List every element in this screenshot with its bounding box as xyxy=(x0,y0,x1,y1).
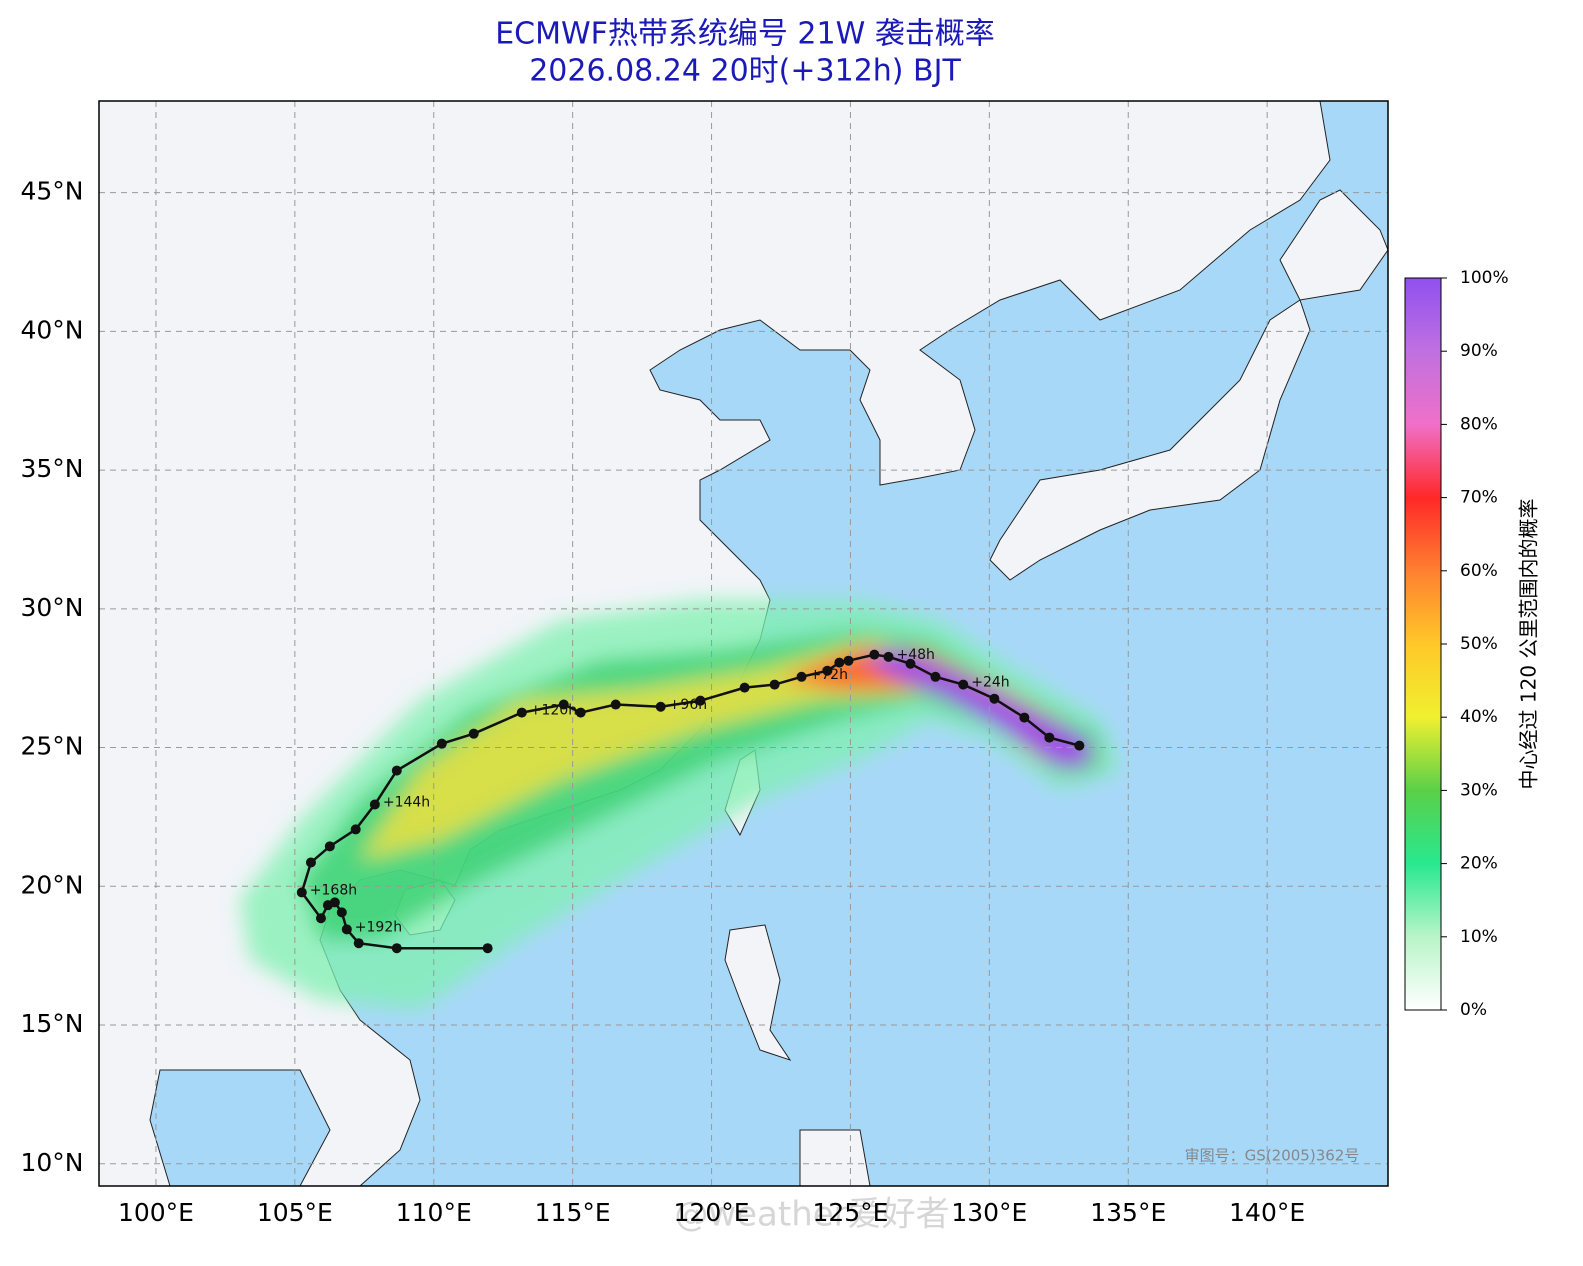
subtitle: 2026.08.24 20时(+312h) BJT xyxy=(529,54,961,89)
track-point xyxy=(436,738,447,749)
track: +24h +48h +72h +96h +120h +144h +168h +192h xyxy=(296,647,1085,954)
track-point xyxy=(305,857,316,868)
y-tick-label: 35°N xyxy=(20,454,83,483)
japan xyxy=(989,299,1311,581)
track-point xyxy=(482,943,493,954)
y-tick-label: 45°N xyxy=(20,177,83,206)
track-point xyxy=(296,887,307,898)
track-point xyxy=(610,699,621,710)
colorbar-tick-label: 90% xyxy=(1460,341,1498,361)
x-tick-label: 135°E xyxy=(1090,1198,1166,1227)
map: +24h +48h +72h +96h +120h +144h +168h +192h xyxy=(99,101,1388,1186)
track-point xyxy=(822,665,833,676)
x-tick-label: 125°E xyxy=(812,1198,888,1227)
track-point xyxy=(391,943,402,954)
track-point xyxy=(391,765,402,776)
track-point xyxy=(329,897,340,908)
track-point xyxy=(869,649,880,660)
y-tick-label: 15°N xyxy=(20,1009,83,1038)
colorbar-tick-label: 50% xyxy=(1460,634,1498,654)
track-point xyxy=(468,728,479,739)
credit: 审图号：GS(2005)362号 xyxy=(1185,1147,1360,1165)
y-tick-label: 30°N xyxy=(20,593,83,622)
title: ECMWF热带系统编号 21W 袭击概率 xyxy=(495,17,995,52)
point-label: +192h xyxy=(355,919,402,935)
track-point xyxy=(1019,712,1030,723)
plot-frame xyxy=(98,100,1389,1187)
track-point xyxy=(769,679,780,690)
x-tick-label: 115°E xyxy=(535,1198,611,1227)
point-label: +96h xyxy=(669,697,707,713)
track-point xyxy=(336,907,347,918)
track-point xyxy=(1044,732,1055,743)
point-label: +120h xyxy=(530,703,577,719)
colorbar-tick-label: 70% xyxy=(1460,488,1498,508)
colorbar-tick-label: 20% xyxy=(1460,854,1498,874)
gulf xyxy=(149,1069,331,1186)
track-point xyxy=(883,651,894,662)
track-point xyxy=(1074,740,1085,751)
x-tick-label: 140°E xyxy=(1229,1198,1305,1227)
track-point xyxy=(324,841,335,852)
colorbar-tick-label: 80% xyxy=(1460,414,1498,434)
colorbar xyxy=(1404,277,1442,1011)
point-label: +72h xyxy=(810,667,848,683)
colorbar-label: 中心经过 120 公里范围内的概率 xyxy=(1517,499,1541,790)
grid xyxy=(99,101,1388,1186)
axes: 100°E 105°E 110°E 115°E 120°E 125°E 130°E 135°E… xyxy=(20,177,1508,1227)
track-point xyxy=(695,695,706,706)
track-point xyxy=(575,707,586,718)
x-tick-label: 105°E xyxy=(257,1198,333,1227)
track-point xyxy=(989,693,1000,704)
y-tick-label: 20°N xyxy=(20,870,83,899)
x-tick-label: 100°E xyxy=(118,1198,194,1227)
track-point xyxy=(516,707,527,718)
track-point xyxy=(369,799,380,810)
colorbar-tick-label: 0% xyxy=(1460,1000,1487,1020)
point-label: +24h xyxy=(971,675,1009,691)
track-point xyxy=(350,824,361,835)
y-tick-label: 25°N xyxy=(20,732,83,761)
y-tick-label: 10°N xyxy=(20,1148,83,1177)
probability-swath xyxy=(240,600,1120,1010)
colorbar-tick-label: 10% xyxy=(1460,927,1498,947)
track-point xyxy=(905,658,916,669)
track-point xyxy=(353,938,364,949)
track-point xyxy=(558,699,569,710)
hokkaido xyxy=(1279,189,1388,301)
x-tick-label: 120°E xyxy=(674,1198,750,1227)
luzon xyxy=(724,924,792,1061)
track-point xyxy=(796,671,807,682)
track-point xyxy=(834,657,845,668)
track-point xyxy=(958,679,969,690)
track-point xyxy=(655,701,666,712)
colorbar-tick-label: 40% xyxy=(1460,707,1498,727)
track-point xyxy=(843,655,854,666)
y-tick-label: 40°N xyxy=(20,315,83,344)
track-point xyxy=(315,913,326,924)
x-tick-label: 130°E xyxy=(951,1198,1027,1227)
x-tick-label: 110°E xyxy=(396,1198,472,1227)
point-label: +48h xyxy=(897,647,935,663)
colorbar-tick-label: 30% xyxy=(1460,780,1498,800)
watermark: @weather爱好者 xyxy=(674,1195,949,1235)
track-point xyxy=(930,671,941,682)
colorbar-tick-label: 100% xyxy=(1460,268,1509,288)
mindanao xyxy=(799,1129,871,1186)
colorbar-tick-label: 60% xyxy=(1460,561,1498,581)
track-point xyxy=(341,924,352,935)
point-label: +144h xyxy=(383,794,430,810)
track-point xyxy=(739,682,750,693)
point-label: +168h xyxy=(310,882,357,898)
